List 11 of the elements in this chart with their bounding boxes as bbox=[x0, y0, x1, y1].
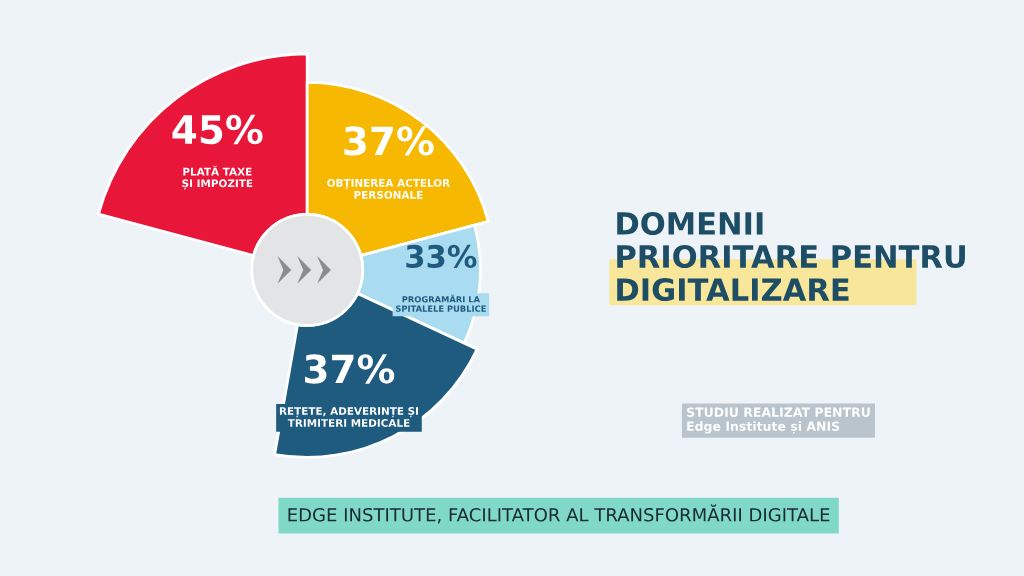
text: DOMENII PRIORITARE PENTRU DIGITALIZARE bbox=[617, 211, 965, 302]
data-label: 45% bbox=[172, 114, 263, 145]
category-label: PLATĂ TAXE ȘI IMPOZITE bbox=[182, 165, 253, 190]
data-label: 37% bbox=[344, 126, 434, 156]
data-label: 37% bbox=[305, 354, 395, 384]
text: EDGE INSTITUTE, FACILITATOR AL TRANSFORMĂRII DIGITALE bbox=[288, 504, 830, 524]
category-label: REȚETE, ADEVERINȚE ȘI TRIMITERI MEDICALE bbox=[279, 407, 419, 427]
category-label: PROGRAMĂRI LA SPITALELE PUBLICE bbox=[395, 294, 486, 312]
data-label: 33% bbox=[406, 244, 477, 268]
text: STUDIU REALIZAT PENTRU Edge Institute și ANIS bbox=[686, 407, 870, 434]
category-label: OBȚINEREA ACTELOR PERSONALE bbox=[327, 178, 450, 199]
